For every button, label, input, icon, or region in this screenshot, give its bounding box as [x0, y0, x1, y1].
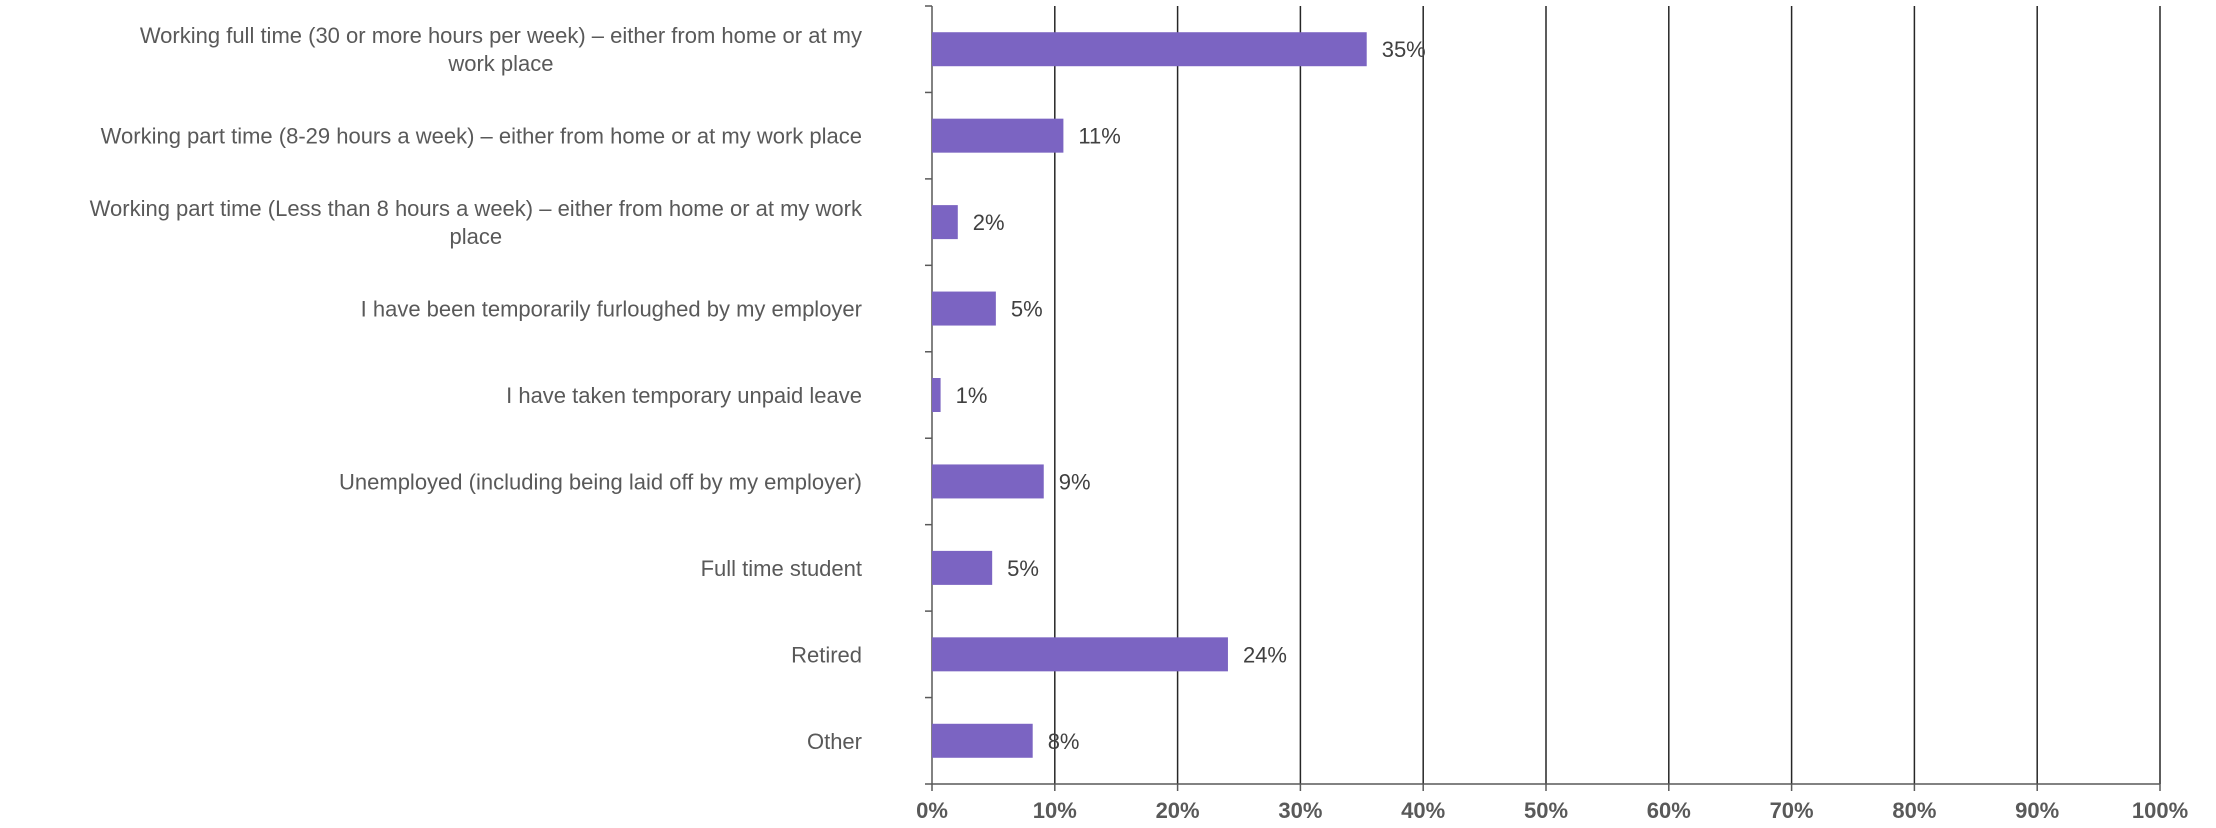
x-tick-label: 20%	[1156, 798, 1200, 823]
category-label: Working part time (Less than 8 hours a w…	[90, 196, 863, 249]
data-label: 5%	[1007, 556, 1039, 581]
data-label: 2%	[973, 210, 1005, 235]
data-label: 9%	[1059, 469, 1091, 494]
category-label: Working part time (8-29 hours a week) – …	[101, 124, 862, 149]
x-tick-label: 30%	[1278, 798, 1322, 823]
bar-7	[932, 550, 993, 585]
category-label: Unemployed (including being laid off by …	[339, 469, 862, 494]
x-tick-label: 70%	[1770, 798, 1814, 823]
data-labels: 35% 11% 2% 5% 1% 9% 5% 24% 8%	[956, 37, 1426, 754]
x-tick-label: 50%	[1524, 798, 1568, 823]
x-tick-label: 100%	[2132, 798, 2188, 823]
bar-9	[932, 723, 1033, 758]
data-label: 35%	[1382, 37, 1426, 62]
bar-5	[932, 378, 941, 412]
category-label: I have been temporarily furloughed by my…	[361, 297, 862, 322]
category-label: Retired	[791, 642, 862, 667]
category-label: Full time student	[701, 556, 862, 581]
x-tick-label: 90%	[2015, 798, 2059, 823]
data-label: 5%	[1011, 297, 1043, 322]
bar-1	[932, 32, 1367, 67]
category-labels: Working full time (30 or more hours per …	[90, 23, 863, 754]
category-label: I have taken temporary unpaid leave	[506, 383, 862, 408]
x-tick-label: 60%	[1647, 798, 1691, 823]
bar-6	[932, 464, 1044, 499]
gridlines	[1054, 6, 2161, 784]
data-label: 11%	[1078, 124, 1120, 149]
bar-4	[932, 291, 996, 326]
x-axis-tick-labels: 0% 10% 20% 30% 40% 50% 60% 70% 80% 90% 100%	[916, 798, 2188, 823]
bar-8	[932, 637, 1228, 672]
bar-2	[932, 118, 1064, 153]
bar-3	[932, 205, 958, 240]
category-label: Other	[807, 729, 862, 754]
x-tick-label: 80%	[1892, 798, 1936, 823]
data-label: 24%	[1243, 642, 1287, 667]
x-tick-label: 40%	[1401, 798, 1445, 823]
x-tick-label: 10%	[1033, 798, 1077, 823]
data-label: 1%	[956, 383, 988, 408]
bars	[932, 32, 1367, 758]
category-label: Working full time (30 or more hours per …	[140, 23, 862, 76]
data-label: 8%	[1048, 729, 1080, 754]
x-tick-label: 0%	[916, 798, 948, 823]
